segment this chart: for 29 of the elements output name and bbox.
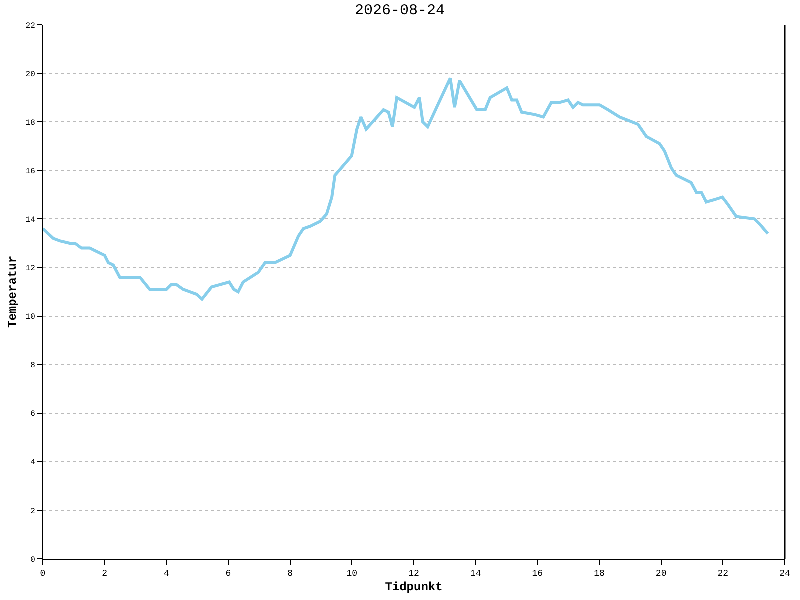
y-tick-label: 8 <box>30 362 36 371</box>
y-tick-label: 6 <box>30 410 36 420</box>
x-tick-label: 18 <box>594 568 605 579</box>
x-tick-label: 0 <box>40 568 46 579</box>
x-tick-label: 24 <box>780 568 790 579</box>
x-tick-label: 14 <box>470 568 482 579</box>
x-tick-label: 6 <box>226 568 232 579</box>
y-tick-label: 20 <box>26 70 36 80</box>
y-tick-label: 14 <box>26 216 36 225</box>
y-tick-label: 10 <box>26 313 36 322</box>
line-series <box>43 76 770 301</box>
x-tick-label: 16 <box>532 568 544 579</box>
y-tick-label: 0 <box>30 556 36 565</box>
x-tick-label: 4 <box>164 568 170 579</box>
y-axis-title: Temperatur <box>6 256 20 328</box>
x-tick-label: 12 <box>408 568 420 579</box>
y-tick-label: 4 <box>30 458 36 468</box>
y-tick-label: 22 <box>26 22 36 31</box>
chart-title: 2026-08-24 <box>354 2 446 20</box>
x-tick-label: 22 <box>718 568 729 579</box>
x-tick-label: 10 <box>346 568 358 579</box>
x-tick-label: 8 <box>288 568 294 579</box>
x-tick-label: 2 <box>102 568 108 579</box>
y-tick-label: 16 <box>26 167 36 176</box>
y-tick-label: 2 <box>30 507 36 516</box>
y-tick-label: 18 <box>26 118 36 128</box>
x-axis-title: Tidpunkt <box>385 580 443 595</box>
y-tick-label: 12 <box>26 264 36 274</box>
x-tick-label: 20 <box>656 568 667 579</box>
